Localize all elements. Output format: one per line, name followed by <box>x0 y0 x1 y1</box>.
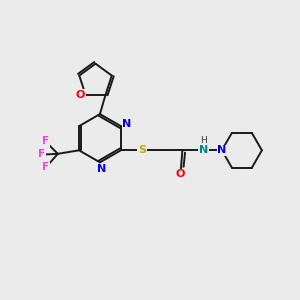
Text: N: N <box>122 119 131 129</box>
Text: F: F <box>42 162 49 172</box>
Text: F: F <box>38 149 45 159</box>
Text: O: O <box>176 169 185 179</box>
Text: F: F <box>42 136 49 146</box>
Text: S: S <box>138 145 146 155</box>
Text: H: H <box>200 136 206 145</box>
Text: N: N <box>199 145 208 155</box>
Text: O: O <box>76 90 85 100</box>
Text: N: N <box>217 145 226 155</box>
Text: N: N <box>97 164 106 174</box>
